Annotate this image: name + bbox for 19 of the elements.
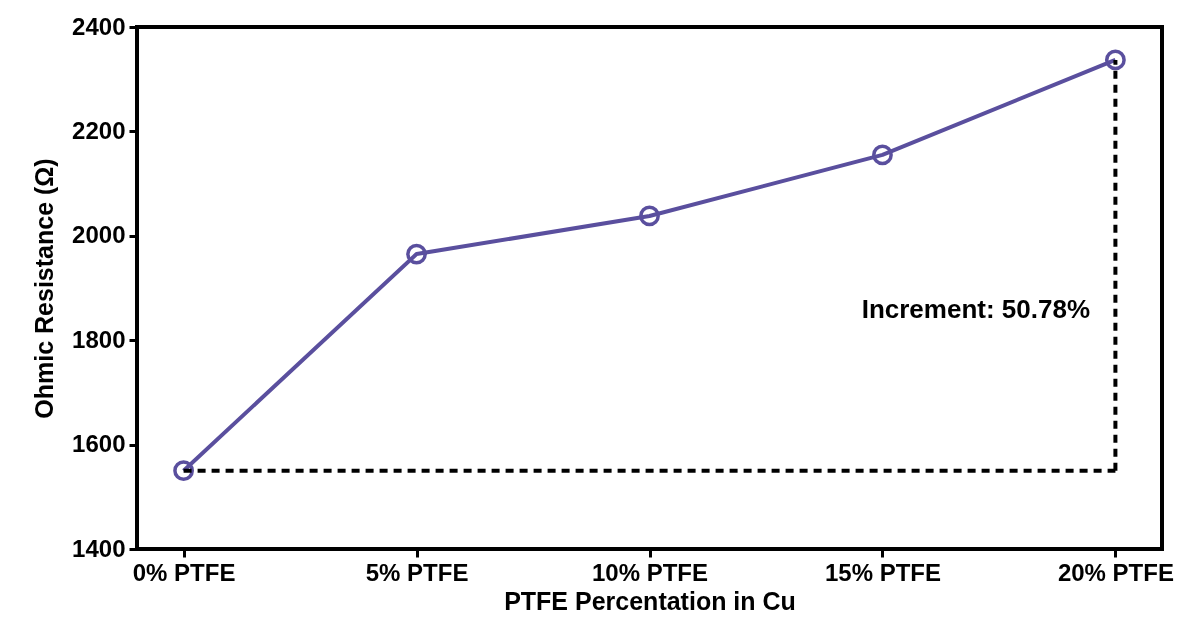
y-tick-label: 1800 bbox=[72, 325, 126, 353]
x-tick-label: 20% PTFE bbox=[1057, 558, 1174, 586]
x-axis-title: PTFE Percentation in Cu bbox=[504, 586, 796, 615]
x-tick-label: 10% PTFE bbox=[591, 558, 709, 586]
y-tick-label: 1600 bbox=[72, 430, 126, 458]
point bbox=[872, 144, 893, 166]
x-tick-label: 0% PTFE bbox=[132, 558, 236, 586]
x-tick-label: 5% PTFE bbox=[365, 558, 469, 586]
point bbox=[406, 243, 427, 265]
point bbox=[639, 205, 660, 227]
point bbox=[173, 460, 194, 482]
x-tick-label: 15% PTFE bbox=[824, 558, 941, 586]
y-axis-title: Ohmic Resistance (Ω) bbox=[30, 158, 59, 419]
y-tick-label: 2200 bbox=[72, 116, 126, 144]
point bbox=[1105, 49, 1126, 71]
y-tick-label: 2400 bbox=[72, 12, 126, 40]
y-tick-label: 1400 bbox=[72, 534, 126, 562]
annotation: Increment: 50.78% bbox=[861, 294, 1090, 324]
y-tick-label: 2000 bbox=[72, 221, 126, 249]
